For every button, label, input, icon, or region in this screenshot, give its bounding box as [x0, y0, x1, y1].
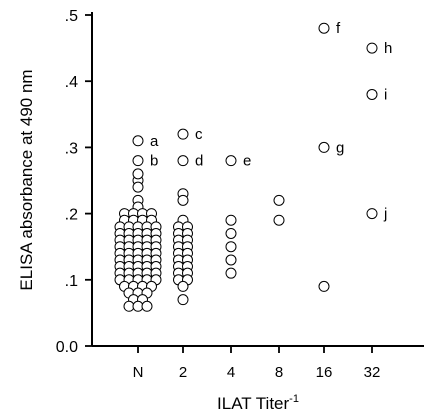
data-point: [366, 208, 378, 220]
annotation-label: f: [336, 20, 341, 37]
data-point: [225, 214, 237, 226]
data-points: [114, 22, 378, 312]
data-point: [225, 227, 237, 239]
data-point: [225, 155, 237, 167]
data-point: [366, 42, 378, 54]
data-point: [132, 168, 144, 180]
data-point: [225, 267, 237, 279]
data-point: [132, 155, 144, 167]
y-tick-label: 0.0: [56, 339, 78, 356]
axes: [91, 12, 424, 347]
data-point: [225, 254, 237, 266]
x-tick-label: 2: [179, 364, 187, 381]
annotation-label: a: [150, 133, 159, 150]
y-tick-label: .1: [65, 273, 78, 290]
data-point: [177, 294, 189, 306]
y-axis-label: ELISA absorbance at 490 nm: [17, 69, 36, 290]
y-tick-label: .2: [65, 207, 78, 224]
data-point: [273, 214, 285, 226]
annotation-label: i: [384, 86, 387, 103]
annotation-label: j: [383, 206, 387, 223]
annotations: ab cd e f g h i j: [150, 20, 392, 222]
data-point: [318, 22, 330, 34]
x-tick-label: 8: [275, 364, 283, 381]
annotation-label: h: [384, 40, 392, 57]
y-tick-label: .3: [65, 140, 78, 157]
data-point: [366, 88, 378, 100]
x-tick-label: N: [133, 364, 144, 381]
y-tick-label: .5: [65, 8, 78, 25]
data-point: [318, 141, 330, 153]
y-ticks: 0.0 .1 .2 .3 .4 .5: [56, 8, 92, 356]
data-point: [141, 300, 153, 312]
data-point: [177, 280, 189, 292]
x-axis-label: ILAT Titer-1: [217, 393, 299, 413]
x-axis-label-text: ILAT Titer: [217, 394, 289, 413]
annotation-label: g: [336, 139, 344, 156]
x-tick-label: 16: [316, 364, 333, 381]
x-tick-label: 4: [227, 364, 235, 381]
x-tick-label: 32: [364, 364, 381, 381]
annotation-label: e: [243, 153, 251, 170]
data-point: [177, 128, 189, 140]
data-point: [318, 280, 330, 292]
data-point: [225, 241, 237, 253]
annotation-label: c: [195, 126, 203, 143]
annotation-label: d: [195, 153, 203, 170]
data-point: [132, 135, 144, 147]
data-point: [177, 155, 189, 167]
data-point: [273, 194, 285, 206]
x-ticks: N 2 4 8 16 32: [133, 346, 381, 381]
annotation-label: b: [150, 153, 158, 170]
x-axis-label-superscript: -1: [289, 393, 299, 405]
data-point: [177, 194, 189, 206]
y-tick-label: .4: [65, 74, 78, 91]
data-point: [132, 181, 144, 193]
